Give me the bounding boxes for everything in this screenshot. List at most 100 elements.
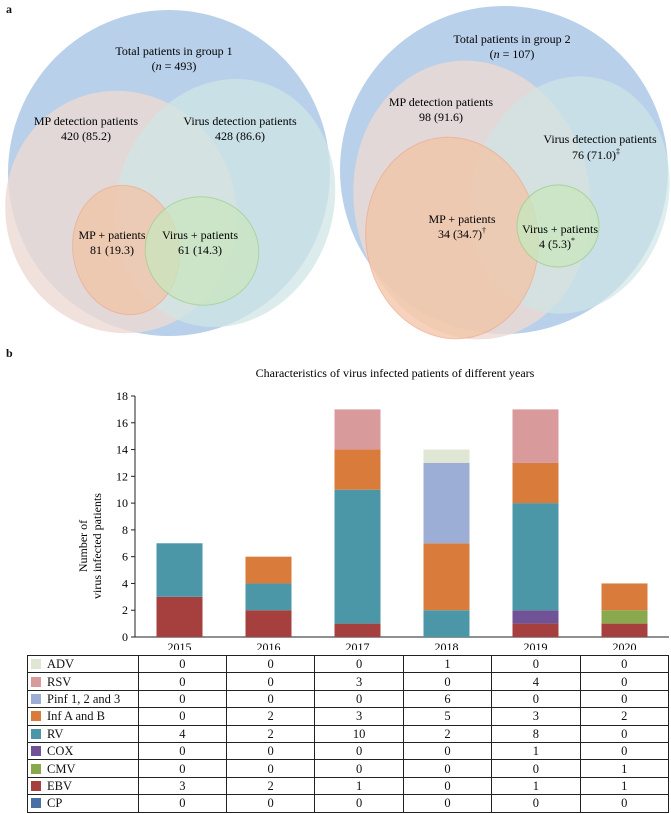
g2-mp-detection-label: MP detection patients [389,95,494,109]
table-value-cell: 0 [402,672,493,691]
table-value-cell: 0 [314,759,404,778]
table-value-cell: 0 [225,794,316,813]
table-value-cell: 1 [491,741,581,761]
g1-total-n-value: = 493) [162,59,197,73]
g2-virus-positive-mark: * [571,236,575,245]
table-row: ADV 0 0 0 1 0 0 [27,654,670,674]
table-row: COX 0 0 0 0 1 0 [27,741,670,761]
legend-swatch [31,746,41,757]
y-tick-label: 8 [122,523,128,537]
table-value-cell: 0 [402,759,493,778]
bars: 2015 2016 2017 2018 2019 2020 [156,409,648,650]
legend-swatch [31,763,41,774]
y-axis: 0 2 4 6 8 10 12 14 16 18 [116,389,669,644]
table-row: EBV 3 2 1 0 1 1 [27,776,670,796]
table-value-cell: 0 [137,741,228,761]
g2-virus-positive-label: Virus + patients [522,222,598,236]
table-value-cell: 4 [491,672,581,691]
y-tick-label: 12 [116,469,128,483]
legend-cell: RSV [27,672,139,691]
table-value-cell: 0 [137,654,228,674]
table-value-cell: 0 [314,794,404,813]
x-tick-label: 2018 [435,640,459,650]
table-value-cell: 3 [137,776,228,796]
table-value-cell: 2 [225,724,316,743]
bar-segment-cox [512,610,559,624]
y-tick-label: 10 [116,496,128,510]
g1-virus-positive-value: 61 (14.3) [178,243,222,257]
legend-cell: CMV [27,759,139,778]
table-row: RV 4 2 10 2 8 0 [27,724,670,743]
table-value-cell: 0 [491,689,581,709]
table-row: CP 0 0 0 0 0 0 [27,794,670,813]
x-tick-label: 2020 [613,640,637,650]
table-value-cell: 0 [314,689,404,709]
table-value-cell: 10 [314,724,404,743]
table-value-cell: 0 [491,654,581,674]
bar-segment-ebv [245,610,292,637]
table-value-cell: 2 [402,724,493,743]
g1-virus-detection-value: 428 (86.6) [215,129,265,143]
g1-mp-detection-value: 420 (85.2) [61,129,111,143]
g2-mp-positive-label: MP + patients [429,212,496,226]
stacked-bar-chart: Characteristics of virus infected patien… [76,366,669,650]
bar-segment-inf-a-and-b [423,543,470,611]
legend-label: Inf A and B [47,709,105,724]
table-value-cell: 0 [579,654,670,674]
g2-mp-positive-value-line: 34 (34.7)† [438,226,486,241]
g1-total-n-italic: n [156,59,162,73]
table-value-cell: 0 [314,741,404,761]
table-value-cell: 0 [137,707,228,726]
bar-segment-rsv [512,409,559,463]
y-tick-label: 6 [122,550,128,564]
legend-label: ADV [47,657,75,672]
legend-label: RSV [47,674,72,689]
table-value-cell: 1 [491,776,581,796]
legend-swatch [31,676,41,687]
g2-total-label: Total patients in group 2 [453,32,570,46]
table-value-cell: 0 [579,741,670,761]
legend-cell: RV [27,724,139,743]
g1-total-n: (n = 493) [152,59,197,73]
table-row: RSV 0 0 3 0 4 0 [27,672,670,691]
legend-label: RV [47,726,64,741]
venn-diagrams: Total patients in group 1 (n = 493) MP d… [5,6,670,340]
legend-cell: Pinf 1, 2 and 3 [27,689,139,709]
bar-segment-ebv [601,623,648,637]
legend-swatch [31,711,41,722]
panel-a-label: a [6,2,12,16]
x-tick-label: 2019 [524,640,548,650]
table-value-cell: 1 [314,776,404,796]
x-tick-label: 2017 [346,640,370,650]
table-value-cell: 0 [225,759,316,778]
y-axis-label-line2: virus infected patients [90,493,104,599]
bar-segment-rv [245,583,292,611]
legend-label: CMV [47,761,76,776]
bar-segment-pinf-1-2-and-3 [423,462,470,544]
g1-virus-detection-label: Virus detection patients [183,114,297,128]
legend-cell: ADV [27,654,139,674]
g1-mp-positive-value: 81 (19.3) [90,243,134,257]
table-value-cell: 0 [225,689,316,709]
g2-mp-detection-value: 98 (91.6) [419,110,463,124]
legend-label: EBV [47,778,72,793]
x-tick-label: 2016 [257,640,281,650]
table-value-cell: 8 [491,724,581,743]
legend-cell: Inf A and B [27,707,139,726]
table-value-cell: 1 [579,776,670,796]
table-value-cell: 0 [579,689,670,709]
g2-total-n-prefix: ( [490,47,494,61]
table-value-cell: 0 [137,689,228,709]
table-value-cell: 0 [137,759,228,778]
legend-label: COX [47,744,74,759]
legend-swatch [31,728,41,739]
table-value-cell: 0 [225,741,316,761]
table-value-cell: 0 [579,724,670,743]
legend-cell: COX [27,741,139,761]
table-value-cell: 2 [225,776,316,796]
table-value-cell: 0 [491,759,581,778]
bar-segment-rv [423,610,470,637]
table-value-cell: 0 [579,794,670,813]
